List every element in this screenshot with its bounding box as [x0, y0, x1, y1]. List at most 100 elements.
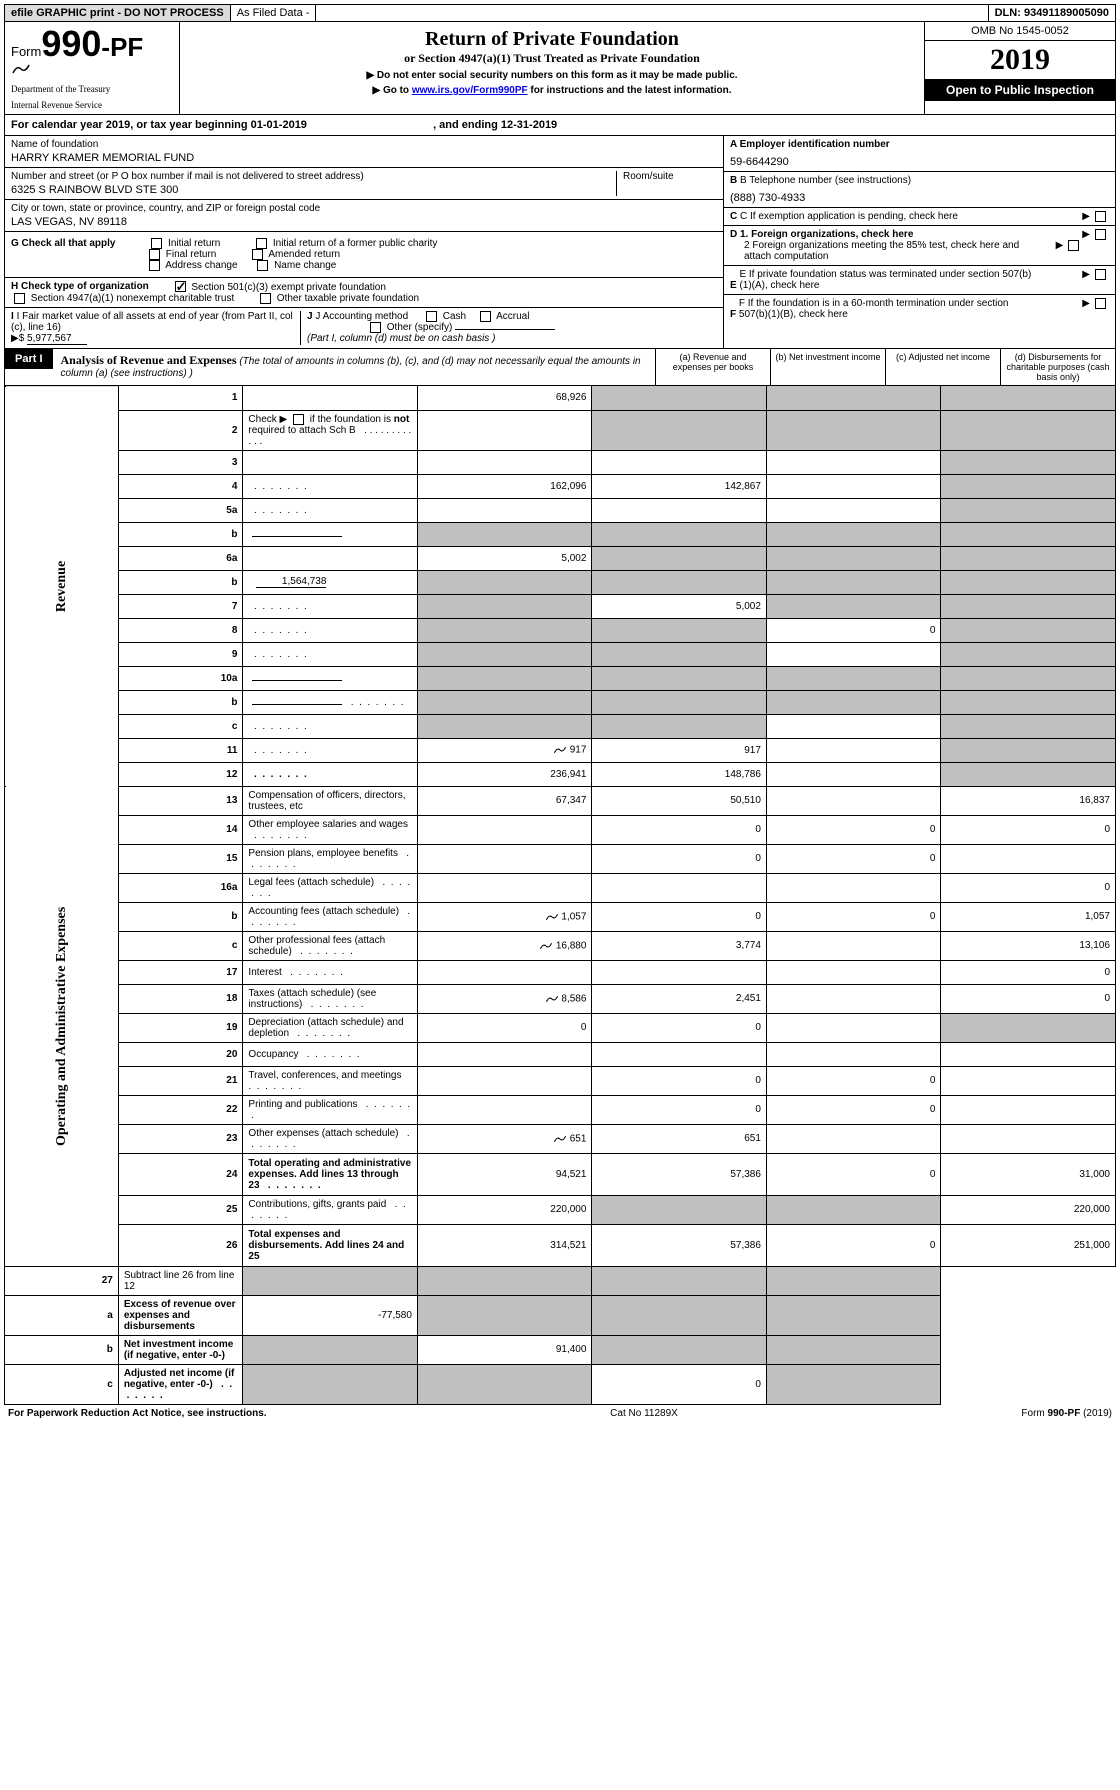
- checkbox-cash[interactable]: [426, 311, 437, 322]
- col-c: 0: [766, 1224, 941, 1266]
- row-desc: . . . . . . .: [243, 594, 418, 618]
- instr2-post: for instructions and the latest informat…: [528, 85, 732, 96]
- checkbox-f[interactable]: [1095, 298, 1106, 309]
- col-c: 0: [766, 815, 941, 844]
- checkbox-d1[interactable]: [1095, 229, 1106, 240]
- col-c: [766, 1042, 941, 1066]
- col-d: [941, 546, 1116, 570]
- col-b-hdr: (b) Net investment income: [770, 349, 885, 385]
- col-d: [941, 474, 1116, 498]
- h-opt3: Other taxable private foundation: [277, 293, 419, 304]
- attachment-icon[interactable]: [545, 910, 559, 924]
- checkbox-address-change[interactable]: [149, 260, 160, 271]
- checkbox-other-taxable[interactable]: [260, 293, 271, 304]
- col-b: [592, 570, 767, 594]
- attachment-icon[interactable]: [553, 1132, 567, 1146]
- col-c: [766, 498, 941, 522]
- col-a: [417, 522, 592, 546]
- col-b: 57,386: [592, 1224, 767, 1266]
- col-c: [766, 1013, 941, 1042]
- checkbox-e[interactable]: [1095, 269, 1106, 280]
- j-accrual: Accrual: [496, 311, 529, 322]
- instr-1: ▶ Do not enter social security numbers o…: [190, 70, 914, 81]
- col-d: [941, 450, 1116, 474]
- col-b: 5,002: [592, 594, 767, 618]
- table-row: 15Pension plans, employee benefits . . .…: [5, 844, 1116, 873]
- h-label: H Check type of organization: [11, 282, 149, 293]
- col-d: 0: [941, 815, 1116, 844]
- row-num: b: [118, 570, 243, 594]
- col-b: [592, 1042, 767, 1066]
- col-c: 0: [766, 844, 941, 873]
- name-label: Name of foundation: [11, 139, 717, 150]
- col-b: [417, 1295, 592, 1335]
- checkbox-d2[interactable]: [1068, 240, 1079, 251]
- col-d: [941, 386, 1116, 410]
- checkbox-initial-return[interactable]: [151, 238, 162, 249]
- checkbox-accrual[interactable]: [480, 311, 491, 322]
- i-arrow: ▶$: [11, 333, 24, 344]
- side-label: Revenue: [5, 386, 119, 786]
- header-left: Form990-PF Department of the Treasury In…: [5, 22, 180, 114]
- col-c: [766, 786, 941, 815]
- checkbox-c[interactable]: [1095, 211, 1106, 222]
- col-d: [941, 594, 1116, 618]
- checkbox-schb[interactable]: [293, 414, 304, 425]
- col-a: 917: [417, 738, 592, 762]
- table-row: 20Occupancy . . . . . . .: [5, 1042, 1116, 1066]
- table-row: aExcess of revenue over expenses and dis…: [5, 1295, 1116, 1335]
- checkbox-501c3[interactable]: [175, 281, 186, 292]
- row-desc: Subtract line 26 from line 12: [118, 1266, 243, 1295]
- col-d: 13,106: [941, 931, 1116, 960]
- j-note: (Part I, column (d) must be on cash basi…: [307, 333, 495, 344]
- c-cell: C C If exemption application is pending,…: [724, 208, 1115, 226]
- row-desc: Interest . . . . . . .: [243, 960, 418, 984]
- foundation-name: HARRY KRAMER MEMORIAL FUND: [11, 152, 717, 164]
- col-a: [417, 1066, 592, 1095]
- dln-cell: DLN: 93491189005090: [989, 5, 1115, 21]
- row-num: 18: [118, 984, 243, 1013]
- checkbox-4947[interactable]: [14, 293, 25, 304]
- col-b: [592, 690, 767, 714]
- col-d-hdr: (d) Disbursements for charitable purpose…: [1000, 349, 1115, 385]
- table-row: b: [5, 522, 1116, 546]
- checkbox-final-return[interactable]: [149, 249, 160, 260]
- col-b: [592, 386, 767, 410]
- g-opt-2: Final return: [166, 249, 217, 260]
- col-a: [417, 450, 592, 474]
- col-c: [766, 642, 941, 666]
- e-label: E If private foundation status was termi…: [739, 269, 1039, 291]
- address-cell: Number and street (or P O box number if …: [5, 168, 723, 200]
- col-c: 0: [766, 1095, 941, 1124]
- table-row: cAdjusted net income (if negative, enter…: [5, 1364, 1116, 1404]
- row-desc: Total operating and administrative expen…: [243, 1153, 418, 1195]
- col-c: [766, 690, 941, 714]
- col-b: 0: [592, 815, 767, 844]
- row-desc: Adjusted net income (if negative, enter …: [118, 1364, 243, 1404]
- col-b: 651: [592, 1124, 767, 1153]
- col-a: [417, 815, 592, 844]
- tax-year: 2019: [925, 41, 1115, 79]
- form-subtitle: or Section 4947(a)(1) Trust Treated as P…: [190, 51, 914, 66]
- col-c: [766, 386, 941, 410]
- checkbox-other-method[interactable]: [370, 322, 381, 333]
- table-row: 25Contributions, gifts, grants paid . . …: [5, 1195, 1116, 1224]
- dept-irs: Internal Revenue Service: [11, 100, 173, 110]
- checkbox-former-charity[interactable]: [256, 238, 267, 249]
- table-row: cOther professional fees (attach schedul…: [5, 931, 1116, 960]
- attachment-icon[interactable]: [545, 992, 559, 1006]
- checkbox-amended[interactable]: [252, 249, 263, 260]
- row-desc: . . . . . . .: [243, 738, 418, 762]
- col-b: 0: [592, 902, 767, 931]
- irs-link[interactable]: www.irs.gov/Form990PF: [412, 85, 528, 96]
- col-a: [417, 594, 592, 618]
- part1-text: Analysis of Revenue and Expenses (The to…: [53, 349, 655, 383]
- col-d: [766, 1266, 941, 1295]
- checkbox-name-change[interactable]: [257, 260, 268, 271]
- row-desc: Net investment income (if negative, ente…: [118, 1335, 243, 1364]
- attachment-icon[interactable]: [539, 939, 553, 953]
- table-row: 2Check ▶ if the foundation is not requir…: [5, 410, 1116, 450]
- header-right: OMB No 1545-0052 2019 Open to Public Ins…: [925, 22, 1115, 114]
- table-row: b . . . . . . .: [5, 690, 1116, 714]
- attachment-icon[interactable]: [553, 743, 567, 757]
